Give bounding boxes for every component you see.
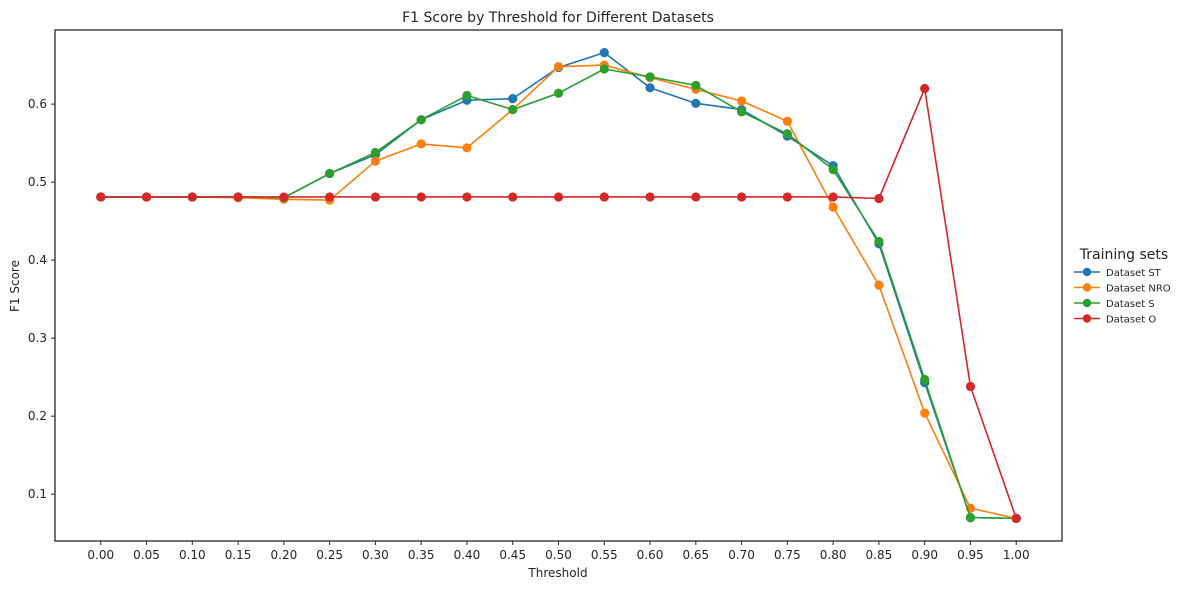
data-point-dataset-s: [416, 115, 426, 125]
x-tick-label: 0.55: [591, 548, 618, 562]
legend-label-dataset-s: Dataset S: [1106, 299, 1155, 310]
y-tick-label: 0.2: [28, 409, 47, 423]
data-point-dataset-s: [782, 129, 792, 139]
data-point-dataset-o: [920, 83, 930, 94]
data-point-dataset-s: [645, 72, 655, 82]
plot-frame: [54, 29, 1063, 542]
data-point-dataset-s: [965, 512, 976, 523]
data-point-dataset-nro: [416, 139, 426, 149]
y-tick-label: 0.4: [28, 253, 47, 267]
x-tick-label: 0.90: [911, 548, 938, 562]
data-point-dataset-o: [874, 193, 884, 204]
data-point-dataset-o: [370, 192, 381, 202]
data-point-dataset-o: [645, 192, 655, 202]
data-point-dataset-st: [599, 48, 609, 58]
data-point-dataset-s: [462, 90, 472, 101]
data-point-dataset-nro: [874, 280, 884, 290]
data-point-dataset-nro: [553, 62, 564, 72]
data-point-dataset-s: [325, 168, 335, 179]
x-tick-label: 0.45: [499, 548, 526, 562]
data-point-dataset-s: [553, 88, 564, 98]
data-point-dataset-o: [691, 192, 701, 202]
data-point-dataset-nro: [920, 408, 930, 418]
data-point-dataset-s: [370, 147, 381, 158]
data-point-dataset-s: [874, 236, 884, 247]
x-tick-label: 0.50: [545, 548, 572, 562]
plot-area: 0.00 0.05 0.10 0.15 0.20 0.25 0.30 0.35 0.40 0.45…: [28, 48, 1030, 562]
x-tick-label: 0.30: [362, 548, 389, 562]
data-point-dataset-o: [736, 192, 747, 202]
x-tick-label: 0.75: [774, 548, 801, 562]
data-point-dataset-s: [599, 64, 609, 74]
data-point-dataset-o: [141, 192, 152, 202]
chart-title: F1 Score by Threshold for Different Data…: [402, 10, 714, 26]
x-axis-label: Threshold: [527, 566, 587, 580]
data-point-dataset-nro: [462, 143, 472, 153]
data-point-dataset-st: [645, 83, 655, 93]
x-tick-label: 0.15: [225, 548, 252, 562]
data-point-dataset-o: [782, 192, 792, 202]
data-point-dataset-o: [1011, 513, 1021, 523]
legend-marker-dataset-s: [1082, 298, 1092, 308]
data-point-dataset-o: [965, 381, 976, 392]
data-point-dataset-s: [691, 80, 701, 90]
data-point-dataset-o: [325, 192, 335, 202]
x-tick-label: 1.00: [1003, 548, 1030, 562]
y-tick-label: 0.3: [28, 331, 47, 345]
x-tick-label: 0.35: [408, 548, 435, 562]
data-point-dataset-o: [233, 192, 243, 202]
data-point-dataset-nro: [782, 116, 792, 126]
data-point-dataset-o: [508, 192, 518, 202]
data-point-dataset-o: [96, 192, 106, 202]
x-tick-label: 0.80: [820, 548, 847, 562]
data-point-dataset-s: [736, 107, 747, 117]
y-tick-label: 0.5: [28, 175, 47, 189]
x-tick-label: 0.20: [271, 548, 298, 562]
x-tick-label: 0.85: [866, 548, 893, 562]
x-tick-label: 0.95: [957, 548, 984, 562]
y-axis-label: F1 Score: [8, 260, 22, 312]
data-point-dataset-o: [828, 192, 838, 202]
x-tick-label: 0.05: [133, 548, 160, 562]
legend-label-dataset-o: Dataset O: [1106, 315, 1156, 326]
y-tick-label: 0.6: [28, 97, 47, 111]
legend-label-dataset-nro: Dataset NRO: [1106, 284, 1171, 295]
x-tick-label: 0.25: [316, 548, 343, 562]
data-point-dataset-o: [187, 192, 197, 202]
x-tick-label: 0.10: [179, 548, 206, 562]
data-point-dataset-nro: [828, 202, 838, 212]
data-point-dataset-nro: [370, 156, 381, 166]
legend-marker-dataset-st: [1082, 267, 1092, 277]
legend-marker-dataset-o: [1082, 314, 1092, 323]
data-point-dataset-o: [462, 192, 472, 202]
legend-label-dataset-st: Dataset ST: [1106, 268, 1162, 279]
data-point-dataset-nro: [736, 96, 747, 106]
legend-title: Training sets: [1079, 247, 1168, 263]
data-point-dataset-st: [691, 98, 701, 108]
x-tick-label: 0.70: [728, 548, 755, 562]
data-point-dataset-o: [599, 192, 609, 202]
x-tick-label: 0.40: [454, 548, 481, 562]
x-tick-label: 0.00: [87, 548, 114, 562]
x-tick-label: 0.60: [637, 548, 664, 562]
data-point-dataset-o: [416, 192, 426, 202]
legend-marker-dataset-nro: [1082, 283, 1092, 292]
data-point-dataset-s: [508, 104, 518, 115]
data-point-dataset-o: [279, 192, 289, 202]
data-point-dataset-o: [553, 192, 564, 202]
data-point-dataset-s: [920, 374, 930, 385]
legend-items: Dataset ST Dataset NRO Dataset S Dataset O: [1074, 267, 1171, 326]
data-point-dataset-st: [508, 94, 518, 104]
data-point-dataset-s: [828, 165, 838, 175]
y-tick-label: 0.1: [28, 487, 47, 501]
x-tick-label: 0.65: [682, 548, 709, 562]
